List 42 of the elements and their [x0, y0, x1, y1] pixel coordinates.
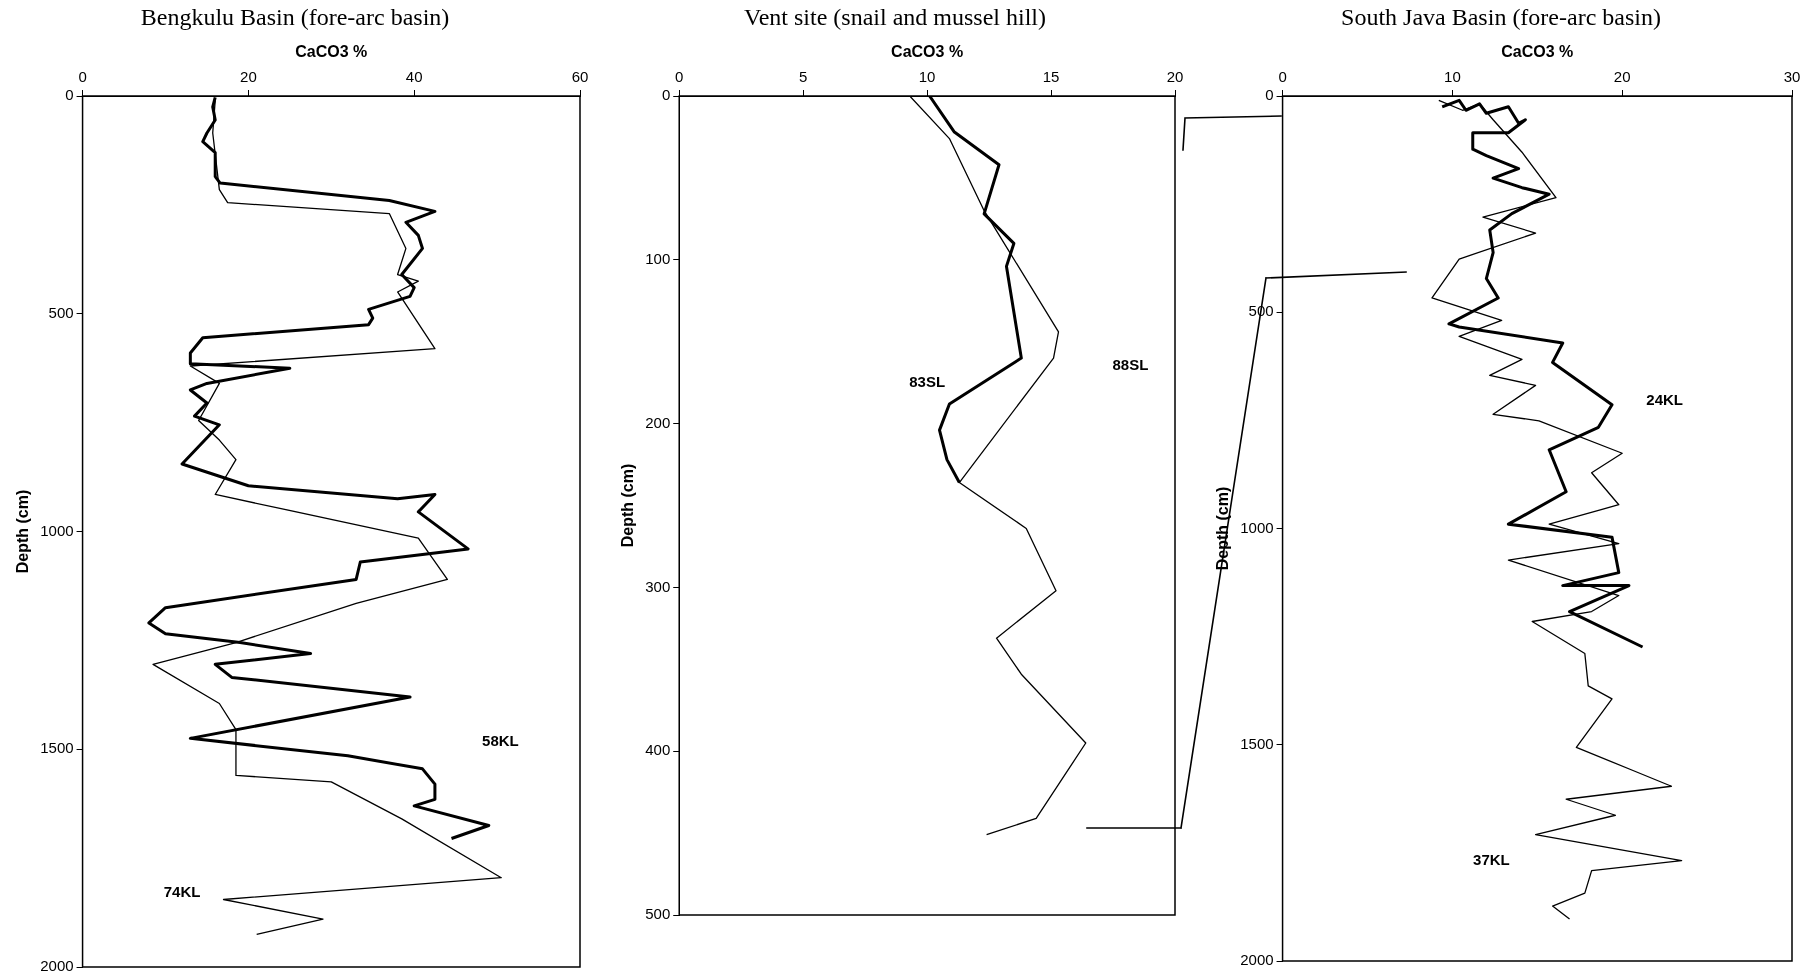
- y-tick-label: 2000: [40, 957, 74, 975]
- y-tick-label: 1000: [1240, 518, 1274, 536]
- annotation: 24KL: [1646, 391, 1683, 409]
- x-tick-label: 40: [405, 68, 423, 86]
- x-tick-label: 0: [675, 68, 684, 86]
- annotation: 58KL: [482, 732, 519, 750]
- y-tick-label: 500: [48, 303, 74, 321]
- x-tick-label: 60: [571, 68, 589, 86]
- y-tick-label: 1500: [40, 739, 74, 757]
- x-tick-label: 20: [1613, 68, 1631, 86]
- x-axis-title: CaCO3 %: [1501, 42, 1574, 60]
- x-tick-label: 30: [1783, 68, 1801, 86]
- chart-title: Bengkulu Basin (fore-arc basin): [140, 3, 450, 30]
- x-axis-title: CaCO3 %: [295, 42, 368, 60]
- x-tick-label: 10: [918, 68, 936, 86]
- annotation: 37KL: [1473, 850, 1510, 868]
- y-tick-label: 100: [645, 249, 671, 267]
- x-tick-label: 10: [1444, 68, 1461, 86]
- x-tick-label: 20: [1166, 68, 1184, 86]
- y-tick-label: 0: [661, 86, 671, 104]
- y-tick-label: 1000: [40, 521, 74, 539]
- annotation: 74KL: [163, 883, 201, 901]
- x-tick-label: 0: [78, 68, 87, 86]
- chart-title: Vent site (snail and mussel hill): [744, 3, 1046, 30]
- chart-title: South Java Basin (fore-arc basin): [1341, 3, 1661, 30]
- x-tick-label: 5: [799, 68, 808, 86]
- x-tick-label: 20: [240, 68, 257, 86]
- y-tick-label: 500: [645, 905, 671, 923]
- y-axis-title: Depth (cm): [619, 463, 637, 548]
- x-tick-label: 15: [1042, 68, 1060, 86]
- x-axis-title: CaCO3 %: [891, 42, 964, 60]
- y-tick-label: 1500: [1240, 734, 1274, 752]
- y-tick-label: 0: [1265, 86, 1274, 104]
- annotation: 83SL: [909, 372, 946, 390]
- annotation: 88SL: [1112, 356, 1149, 374]
- y-tick-label: 0: [65, 86, 74, 104]
- y-tick-label: 300: [645, 577, 671, 595]
- y-axis-title: Depth (cm): [14, 489, 32, 574]
- y-tick-label: 400: [645, 741, 671, 759]
- y-tick-label: 2000: [1240, 951, 1274, 969]
- y-tick-label: 200: [645, 413, 671, 431]
- x-tick-label: 0: [1278, 68, 1287, 86]
